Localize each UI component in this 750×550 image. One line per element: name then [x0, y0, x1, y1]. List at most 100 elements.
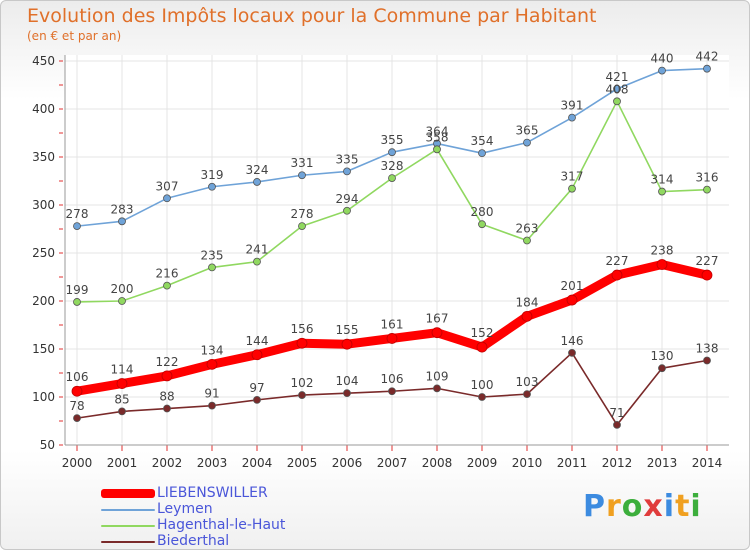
data-label: 156	[291, 322, 314, 336]
data-label: 88	[159, 390, 174, 404]
legend-label: Leymen	[157, 501, 213, 517]
data-label: 134	[201, 343, 224, 357]
data-point	[521, 310, 533, 322]
data-point	[71, 385, 83, 397]
data-point	[206, 358, 218, 370]
data-point	[163, 281, 171, 290]
logo-letter: x	[643, 489, 664, 524]
y-tick-label: 450	[32, 54, 55, 68]
data-label: 184	[516, 295, 539, 309]
y-tick-label: 50	[40, 438, 55, 452]
logo-letter: o	[621, 489, 644, 524]
data-label: 155	[336, 323, 359, 337]
data-point	[478, 393, 486, 401]
x-tick-label: 2011	[557, 456, 588, 470]
data-point	[341, 338, 353, 350]
data-label: 391	[561, 99, 584, 113]
y-tick-label: 150	[32, 342, 55, 356]
legend-swatch	[101, 509, 155, 511]
y-tick-label: 400	[32, 102, 55, 116]
data-label: 324	[246, 163, 269, 177]
data-label: 114	[111, 363, 134, 377]
x-tick-label: 2005	[287, 456, 318, 470]
data-label: 440	[651, 52, 674, 66]
data-point	[163, 194, 171, 203]
data-label: 97	[249, 381, 264, 395]
data-label: 106	[381, 372, 404, 386]
data-point	[163, 404, 171, 413]
data-point	[73, 222, 81, 231]
x-tick-label: 2009	[467, 456, 498, 470]
data-label: 109	[426, 369, 449, 383]
data-point	[566, 294, 578, 306]
data-label: 241	[246, 243, 269, 257]
data-point	[253, 178, 261, 186]
data-point	[388, 387, 396, 396]
y-tick-label: 350	[32, 150, 55, 164]
data-label: 365	[516, 124, 539, 138]
logo-letter: t	[675, 489, 691, 524]
legend-label: Biederthal	[157, 533, 230, 549]
data-label: 227	[606, 254, 629, 268]
data-label: 328	[381, 159, 404, 173]
data-label: 278	[291, 207, 314, 221]
data-point	[388, 174, 396, 183]
logo-letter: r	[606, 489, 622, 524]
data-point	[343, 389, 351, 398]
data-point	[523, 138, 531, 147]
x-tick-label: 2000	[62, 456, 93, 470]
data-point	[253, 395, 261, 404]
data-label: 358	[426, 130, 449, 144]
x-tick-label: 2002	[152, 456, 183, 470]
data-label: 316	[696, 171, 719, 185]
data-point	[703, 64, 711, 73]
chart-subtitle: (en € et par an)	[27, 29, 122, 43]
data-point	[478, 149, 486, 158]
legend-label: Hagenthal-le-Haut	[157, 517, 286, 533]
data-label: 408	[606, 82, 629, 96]
data-point	[658, 66, 666, 75]
data-point	[118, 217, 126, 226]
data-label: 167	[426, 312, 449, 326]
data-label: 307	[156, 179, 179, 193]
data-point	[386, 333, 398, 344]
x-tick-label: 2010	[512, 456, 543, 470]
data-label: 216	[156, 267, 179, 281]
data-label: 152	[471, 326, 494, 340]
x-tick-label: 2003	[197, 456, 228, 470]
data-point	[568, 348, 576, 357]
data-point	[478, 220, 486, 229]
legend-label: LIEBENSWILLER	[157, 485, 268, 501]
data-label: 227	[696, 254, 719, 268]
data-point	[73, 414, 81, 423]
data-point	[703, 356, 711, 365]
chart-title: Evolution des Impôts locaux pour la Comm…	[27, 5, 597, 27]
data-label: 354	[471, 134, 494, 148]
x-tick-label: 2006	[332, 456, 363, 470]
data-label: 106	[66, 370, 89, 384]
data-point	[118, 297, 126, 305]
data-point	[388, 148, 396, 157]
data-label: 200	[111, 282, 134, 296]
data-point	[703, 185, 711, 194]
legend-swatch	[101, 541, 155, 543]
y-tick-label: 250	[32, 246, 55, 260]
data-label: 355	[381, 133, 404, 147]
data-point	[298, 171, 306, 180]
data-point	[251, 349, 263, 361]
data-point	[343, 206, 351, 215]
data-point	[476, 341, 488, 353]
data-label: 335	[336, 152, 359, 166]
logo-letter: P	[583, 489, 606, 524]
x-tick-label: 2008	[422, 456, 453, 470]
data-label: 294	[336, 192, 359, 206]
x-tick-label: 2013	[647, 456, 678, 470]
data-point	[611, 269, 623, 281]
data-point	[658, 187, 666, 196]
data-point	[431, 327, 443, 339]
data-label: 235	[201, 248, 224, 262]
data-point	[298, 222, 306, 231]
data-label: 91	[204, 387, 219, 401]
data-point	[433, 145, 441, 154]
data-label: 199	[66, 283, 89, 297]
